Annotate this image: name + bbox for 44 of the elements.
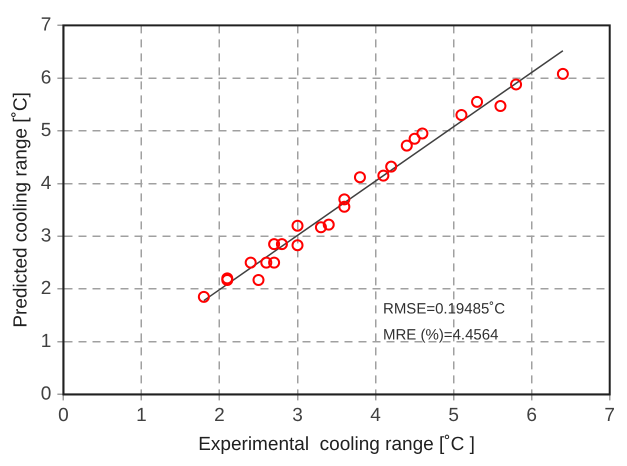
point [292, 239, 304, 252]
point [385, 160, 398, 173]
point [494, 100, 506, 112]
point [276, 238, 288, 250]
point [338, 193, 350, 206]
x-tick-label: 6 [526, 405, 537, 426]
y-tick-label: 7 [40, 14, 52, 36]
annotation: MRE (%)=4.4564 [382, 326, 498, 344]
point [408, 132, 421, 145]
x-tick-label: 0 [58, 405, 69, 426]
point [471, 96, 484, 108]
point [377, 170, 390, 182]
point [268, 238, 280, 250]
point [354, 171, 366, 184]
point [400, 140, 413, 152]
point [314, 221, 327, 234]
point [252, 274, 264, 286]
point [510, 78, 522, 90]
point [268, 256, 280, 269]
point [416, 127, 428, 140]
y-tick-label: 0 [40, 384, 52, 405]
annotation: RMSE=0.19485˚C [382, 300, 506, 318]
point [292, 220, 304, 232]
x-tick-label: 1 [136, 405, 147, 426]
x-tick-label: 3 [292, 405, 303, 426]
y-tick-label: 5 [40, 120, 52, 142]
x-tick-label: 7 [604, 405, 616, 426]
y-tick-label: 1 [40, 330, 52, 352]
y-tick-label: 3 [40, 225, 52, 246]
x-tick-label: 2 [214, 405, 225, 426]
point [260, 256, 272, 269]
y-tick-label: 4 [40, 172, 52, 194]
point [322, 218, 335, 231]
y-tick-label: 2 [40, 278, 52, 300]
point [338, 200, 350, 213]
x-tick-label: 4 [370, 405, 382, 426]
y-axis-title: Predicted cooling range [˚C] [10, 92, 32, 328]
point [556, 68, 569, 80]
point [455, 109, 468, 122]
x-axis-title: Experimental cooling range [˚C ] [198, 434, 475, 455]
x-tick-label: 5 [448, 405, 459, 426]
point [198, 290, 210, 303]
y-tick-label: 6 [40, 67, 52, 88]
point [244, 256, 257, 269]
